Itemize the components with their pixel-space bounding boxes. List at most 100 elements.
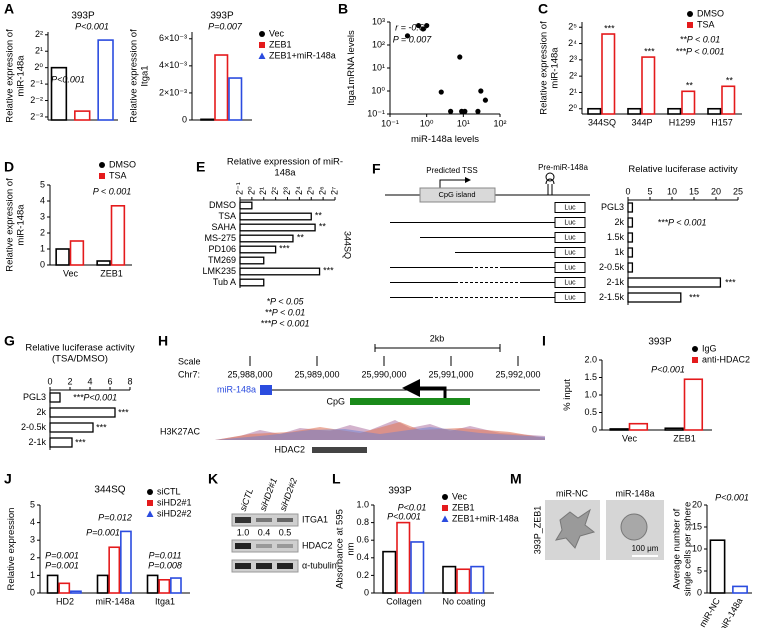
- lane-label: siCTL: [238, 487, 255, 513]
- annotation: ***: [96, 422, 107, 432]
- bar: [74, 110, 91, 121]
- luc-label: Luc: [564, 219, 576, 226]
- bar: [239, 267, 321, 276]
- annotation: r = -0.67: [395, 22, 430, 32]
- x-tick-label: 4: [87, 376, 92, 386]
- bar: [239, 256, 265, 265]
- bar: [49, 437, 73, 448]
- annotation: **: [296, 232, 304, 242]
- y-axis-label: Relative expression of miR-148a: [4, 29, 27, 123]
- luc-box: [554, 202, 586, 213]
- luc-label: Luc: [564, 279, 576, 286]
- x-tick-label: 10: [667, 186, 677, 196]
- point: [482, 97, 489, 103]
- bar: [96, 260, 111, 266]
- x-tick-label: 2⁶: [318, 186, 328, 195]
- bar: [69, 240, 85, 266]
- band-label: HDAC2: [302, 540, 333, 550]
- annotation: **: [685, 80, 693, 90]
- y-tick-label: 2-1k: [28, 437, 46, 447]
- y-tick-label: PGL3: [23, 392, 46, 402]
- track-signal: [215, 427, 545, 440]
- y-tick-label: 10⁰: [371, 85, 385, 95]
- bar: [158, 578, 171, 594]
- annotation: P=0.008: [148, 560, 182, 570]
- bar: [239, 212, 312, 221]
- annotation: P<0.001: [75, 21, 109, 31]
- cpg-island-label: CpG island: [438, 190, 475, 199]
- y-tick-label: 2-0.5k: [21, 422, 47, 432]
- image-label: miR-148a: [615, 488, 654, 498]
- y-axis-label: Relative expression of miR-148a: [538, 21, 561, 115]
- legend-label: anti-HDAC2: [702, 354, 750, 364]
- bar: [628, 422, 649, 431]
- y-tick-label: 0.6: [356, 535, 369, 545]
- legend-label: DMSO: [697, 8, 724, 18]
- point: [438, 89, 444, 95]
- y-tick-label: 1: [30, 570, 35, 580]
- band: [235, 543, 251, 549]
- annotation: **: [318, 221, 326, 231]
- y-tick-label: 3: [40, 211, 45, 221]
- bar: [382, 550, 397, 594]
- point: [415, 22, 422, 29]
- scale-bar: [374, 344, 501, 352]
- cell-line-label: 393P_ZEB1: [532, 506, 542, 555]
- bar: [49, 407, 116, 418]
- bar: [664, 427, 684, 431]
- bar: [641, 56, 656, 115]
- quant: 0.4: [258, 527, 271, 537]
- bar: [49, 392, 61, 403]
- bar: [587, 107, 602, 115]
- y-tick-label: 2×10⁻³: [159, 87, 187, 97]
- point: [475, 108, 481, 114]
- point: [420, 26, 426, 32]
- legend-marker: [99, 162, 105, 168]
- y-tick-label: 1k: [614, 247, 624, 257]
- x-tick-label: HD2: [56, 596, 74, 606]
- y-tick-label: 15: [692, 521, 702, 531]
- promoter-diagram: F Predicted TSS Pre-miR-148a CpG island …: [372, 161, 590, 303]
- x-tick-label: 20: [711, 186, 721, 196]
- legend-marker: [259, 31, 265, 37]
- y-tick-label: 20: [692, 499, 702, 509]
- y-tick-label: 0.8: [356, 517, 369, 527]
- bar: [442, 565, 457, 594]
- x-tick-label: 15: [689, 186, 699, 196]
- x-tick-label: 0: [47, 376, 52, 386]
- y-tick-label: 10²: [372, 39, 385, 49]
- legend-label: ZEB1+miR-148a: [269, 50, 336, 60]
- y-tick-label: 4: [40, 195, 45, 205]
- annotation: ***: [725, 277, 736, 287]
- y-tick-label: LMK235: [202, 266, 236, 276]
- y-tick-label: 10⁻¹: [367, 108, 385, 118]
- legend-marker: [99, 173, 105, 179]
- annotation: P = 0.007: [393, 34, 432, 44]
- annotation: P=0.011: [148, 550, 181, 560]
- y-tick-label: 5: [40, 179, 45, 189]
- x-tick-label: Vec: [622, 433, 638, 443]
- y-tick-label: 2⁻²: [30, 95, 43, 105]
- tss-label: Predicted TSS: [426, 166, 477, 175]
- x-tick-label: 8: [127, 376, 132, 386]
- annotation: **: [725, 75, 733, 85]
- x-tick-label: miR-148a: [95, 596, 134, 606]
- y-tick-label: Tub A: [213, 277, 236, 287]
- y-tick-label: 10³: [372, 16, 385, 26]
- panel-letter: E: [196, 159, 205, 175]
- band-label: ITGA1: [302, 514, 328, 524]
- y-tick-label: 2²: [35, 29, 43, 39]
- y-tick-label: TM269: [208, 255, 236, 265]
- bar: [146, 574, 159, 594]
- annotation: ***P < 0.001: [658, 217, 707, 227]
- annotation: ***: [279, 243, 290, 253]
- panel-letter: D: [4, 159, 14, 175]
- y-tick-label: 4×10⁻³: [159, 60, 187, 70]
- bar: [214, 54, 229, 121]
- luc-box: [554, 262, 586, 273]
- constructs: [390, 222, 555, 298]
- bar: [239, 245, 277, 254]
- y-axis-label: Relative expression: [5, 507, 17, 591]
- peak-bar: [312, 447, 367, 453]
- point: [462, 108, 468, 114]
